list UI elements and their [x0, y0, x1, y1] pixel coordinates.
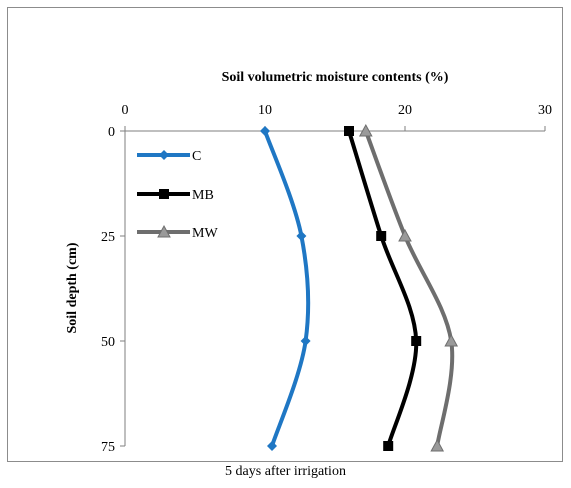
chart-title: Soil volumetric moisture contents (%) [222, 70, 449, 85]
legend-swatch-marker [159, 150, 169, 160]
series-mb [344, 126, 422, 451]
data-point-mw [358, 123, 373, 137]
legend-label: C [192, 149, 201, 164]
x-tick-label: 30 [538, 103, 552, 118]
x-tick-label: 20 [398, 103, 412, 118]
series-line-mw [363, 129, 455, 448]
legend-label: MB [192, 188, 214, 203]
series-mw [358, 123, 459, 452]
x-tick-label: 10 [258, 103, 272, 118]
data-point-mw [398, 228, 412, 242]
data-point-c [296, 231, 307, 241]
legend: C MB MW [137, 149, 218, 241]
data-point-mw [430, 438, 445, 452]
y-tick-label: 0 [108, 125, 115, 140]
legend-item-c: C [137, 149, 201, 164]
y-tick-label: 75 [101, 440, 115, 455]
data-point-mb [411, 336, 422, 346]
data-point-mb [383, 441, 394, 451]
legend-label: MW [192, 226, 218, 241]
chart-frame [7, 7, 563, 462]
chart: Soil volumetric moisture contents (%) 0 1… [65, 70, 552, 455]
axes: 0 10 20 30 0 25 50 75 [101, 103, 552, 455]
series-c [260, 126, 311, 451]
legend-swatch-marker [159, 189, 169, 199]
y-axis-title: Soil depth (cm) [65, 242, 80, 333]
series-line-c [263, 129, 311, 448]
y-tick-label: 25 [101, 230, 115, 245]
data-point-c [300, 336, 311, 346]
series-line-mb [347, 129, 419, 448]
data-point-c [260, 126, 270, 136]
chart-caption: 5 days after irrigation [225, 464, 346, 479]
y-tick-label: 50 [101, 335, 115, 350]
data-point-c [267, 441, 277, 451]
legend-item-mb: MB [137, 188, 214, 203]
x-tick-label: 0 [122, 103, 129, 118]
series-layer [260, 123, 459, 452]
legend-item-mw: MW [137, 224, 218, 241]
data-point-mb [344, 126, 354, 136]
legend-swatch-marker [157, 224, 171, 238]
data-point-mw [444, 333, 459, 347]
data-point-mb [376, 231, 387, 241]
